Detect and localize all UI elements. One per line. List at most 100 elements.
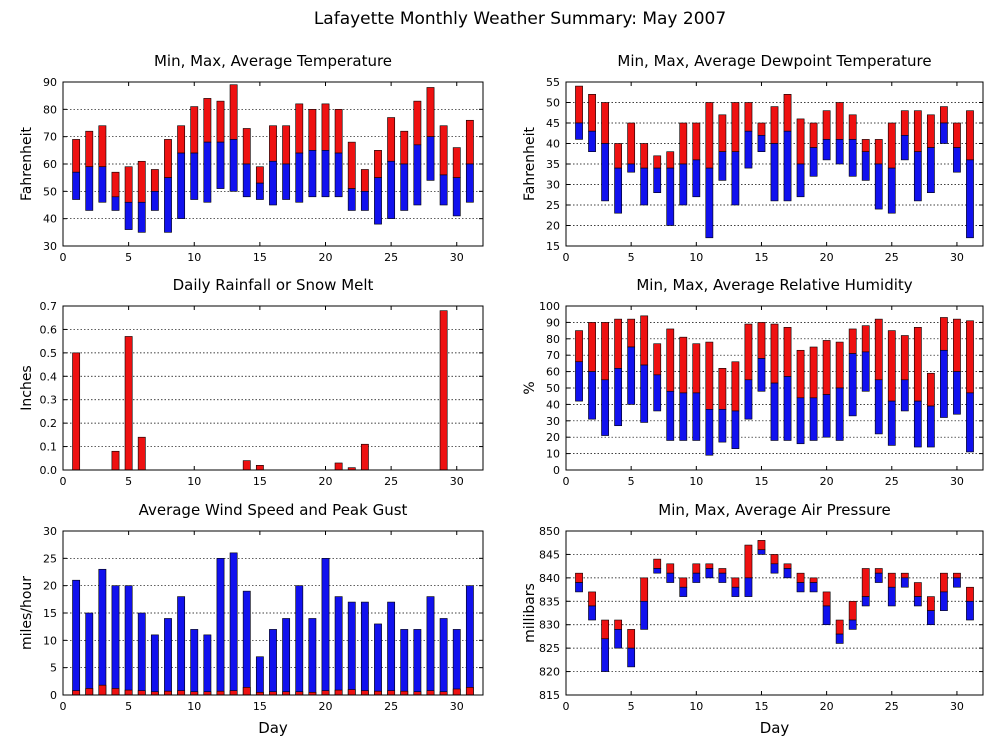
x-tick-label: 5: [628, 700, 635, 713]
rain-bar: [360, 443, 369, 471]
avg-min-bar: [874, 379, 883, 435]
y-tick-label: 25: [43, 552, 57, 565]
avg-min-bar: [757, 358, 766, 392]
avg-min-bar: [796, 163, 805, 198]
x-tick-label: 20: [820, 700, 834, 713]
max-avg-bar: [900, 572, 909, 579]
max-avg-bar: [242, 128, 251, 165]
avg-min-bar: [705, 568, 714, 579]
max-avg-bar: [601, 322, 609, 381]
peak-gust-bar: [360, 601, 369, 696]
avg-min-bar: [308, 150, 317, 198]
max-avg-bar: [601, 619, 609, 640]
avg-min-bar: [588, 605, 596, 621]
avg-min-bar: [387, 160, 396, 219]
avg-min-bar: [731, 410, 740, 449]
avg-min-bar: [601, 143, 609, 202]
avg-speed-bar: [360, 690, 369, 696]
avg-speed-bar: [400, 690, 409, 696]
x-axis-label: Day: [258, 719, 288, 737]
max-avg-bar: [692, 563, 701, 574]
avg-min-bar: [452, 177, 461, 217]
y-tick-label: 830: [539, 619, 560, 632]
x-tick-label: 5: [125, 700, 132, 713]
max-avg-bar: [164, 139, 172, 178]
max-avg-bar: [679, 336, 688, 394]
max-avg-bar: [614, 619, 623, 630]
avg-min-bar: [255, 182, 264, 200]
y-tick-label: 20: [546, 220, 560, 233]
avg-min-bar: [783, 130, 792, 202]
max-avg-bar: [640, 143, 649, 169]
max-avg-bar: [770, 554, 779, 565]
max-avg-bar: [926, 372, 935, 407]
max-avg-bar: [874, 568, 883, 574]
y-tick-label: 40: [546, 398, 560, 411]
x-tick-label: 10: [689, 475, 703, 488]
x-tick-label: 30: [450, 700, 464, 713]
chart-temperature: Min, Max, Average Temperature30405060708…: [19, 52, 484, 264]
x-tick-label: 30: [950, 475, 964, 488]
max-avg-bar: [900, 110, 909, 136]
y-axis-label: %: [522, 381, 538, 394]
avg-speed-bar: [98, 684, 107, 696]
max-avg-bar: [848, 114, 857, 140]
max-avg-bar: [822, 110, 831, 140]
max-avg-bar: [966, 586, 974, 602]
y-tick-label: 50: [546, 97, 560, 110]
x-tick-label: 5: [125, 475, 132, 488]
avg-min-bar: [744, 379, 753, 420]
peak-gust-bar: [334, 596, 343, 696]
chart-rainfall: Daily Rainfall or Snow Melt 0.0 0.1 0.2 0.3 0…: [19, 276, 484, 488]
avg-min-bar: [98, 166, 107, 203]
avg-speed-bar: [426, 690, 435, 696]
y-tick-label: 20: [43, 580, 57, 593]
avg-speed-bar: [242, 687, 251, 696]
avg-min-bar: [203, 141, 212, 203]
max-avg-bar: [809, 346, 818, 399]
max-avg-bar: [575, 85, 583, 124]
avg-min-bar: [874, 572, 883, 583]
x-tick-label: 15: [253, 251, 267, 264]
avg-speed-bar: [72, 690, 81, 696]
max-avg-bar: [360, 169, 369, 192]
chart-title: Min, Max, Average Temperature: [154, 52, 392, 70]
y-tick-label: 0.6: [40, 323, 58, 336]
max-avg-bar: [653, 155, 662, 169]
max-avg-bar: [295, 103, 304, 154]
avg-min-bar: [822, 139, 831, 161]
max-avg-bar: [900, 335, 909, 381]
chart-title: Min, Max, Average Relative Humidity: [636, 276, 912, 294]
y-tick-label: 40: [546, 138, 560, 151]
avg-min-bar: [666, 572, 675, 583]
plot-frame: [565, 81, 984, 247]
y-tick-label: 90: [43, 76, 57, 89]
avg-min-bar: [822, 605, 831, 626]
peak-gust-bar: [308, 618, 317, 696]
max-avg-bar: [861, 325, 870, 353]
avg-speed-bar: [111, 688, 120, 696]
chart-panels: Min, Max, Average Temperature30405060708…: [19, 52, 984, 737]
y-tick-label: 30: [546, 179, 560, 192]
rain-bar: [111, 450, 120, 471]
max-avg-bar: [874, 139, 883, 165]
avg-speed-bar: [334, 689, 343, 696]
y-tick-label: 845: [539, 548, 560, 561]
x-tick-label: 10: [689, 700, 703, 713]
rain-bar: [137, 436, 146, 471]
avg-min-bar: [85, 166, 94, 211]
peak-gust-bar: [374, 623, 382, 696]
y-tick-label: 10: [43, 634, 57, 647]
avg-min-bar: [940, 122, 948, 144]
peak-gust-bar: [400, 629, 409, 696]
max-avg-bar: [744, 544, 753, 579]
max-avg-bar: [588, 322, 596, 372]
avg-min-bar: [861, 596, 870, 607]
avg-min-bar: [835, 139, 844, 165]
max-avg-bar: [705, 563, 714, 569]
avg-min-bar: [744, 130, 753, 169]
max-avg-bar: [757, 122, 766, 136]
max-avg-bar: [72, 139, 81, 173]
avg-min-bar: [177, 152, 186, 219]
avg-min-bar: [588, 371, 596, 420]
